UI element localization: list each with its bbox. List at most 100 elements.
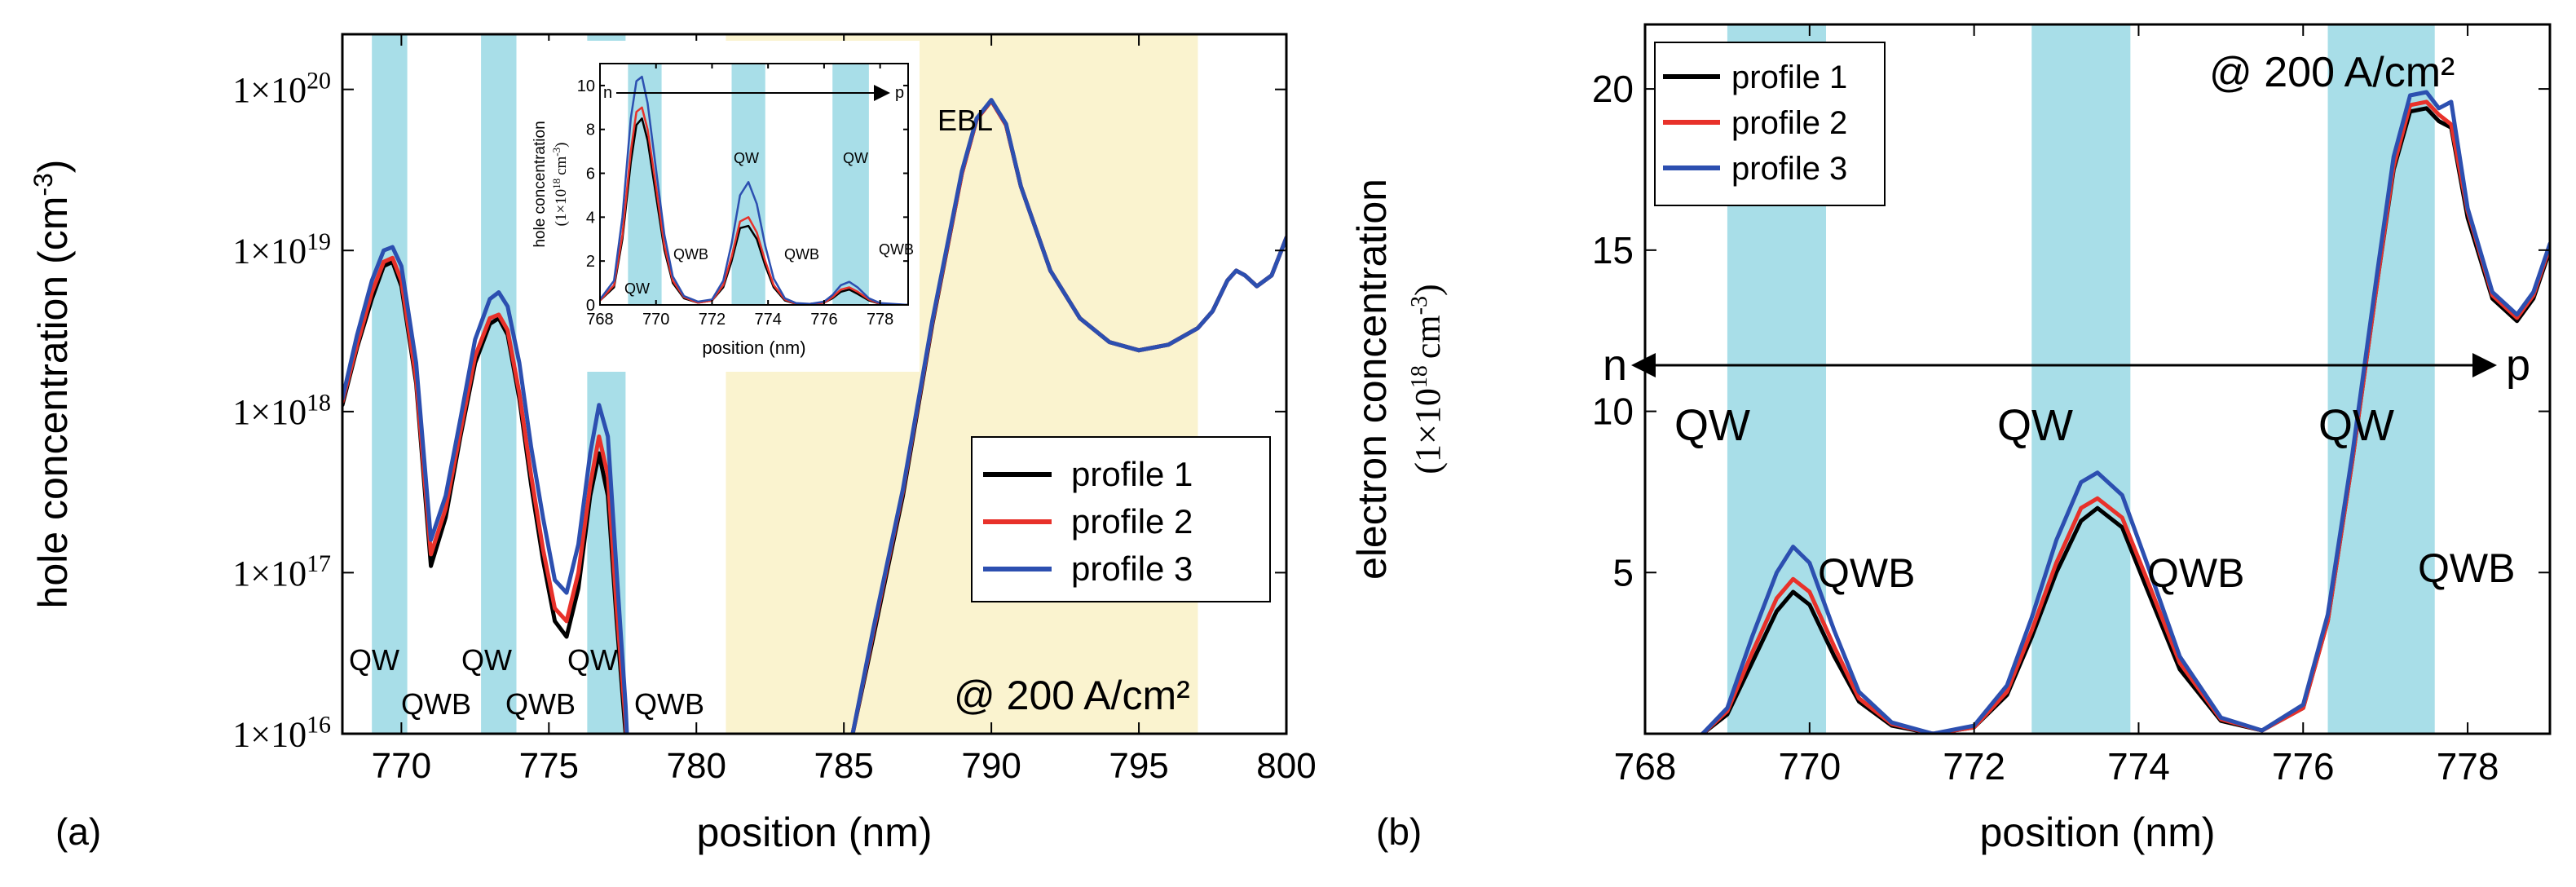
x-tick-label: 768 [586,311,613,329]
panel-a-frame [341,33,1288,735]
y-tick-label: 4 [586,209,595,227]
inset-qwb-label-1: QWB [673,246,708,263]
series-line-profile-1 [1700,106,2550,734]
qw-label-b-2: QW [1997,401,2073,450]
ebl-label: EBL [937,104,993,137]
y-tick-label: 6 [586,165,595,183]
qw-label-b-1: QW [1674,401,1750,450]
y-tick-label: 10 [1592,391,1634,433]
panel-b-legend: profile 1 profile 2 profile 3 [1654,42,1886,206]
y-tick-label: 1×1020 [232,67,331,110]
qw-band [2031,24,2131,734]
inset-series [600,75,908,305]
qw-band [832,64,869,305]
inset-p-label: p [895,84,904,102]
y-tick-label: 15 [1592,229,1634,271]
inset-qw-label-1: QW [624,280,650,297]
panel-b-frame [1643,23,2552,735]
inset-qwb-label-2: QWB [784,246,819,263]
series-line-profile-2 [1700,99,2550,734]
legend-b-label-profile-1: profile 1 [1731,60,1847,95]
x-tick-label: 785 [814,746,873,786]
x-tick-label: 770 [1778,745,1841,788]
panel-a-legend: profile 1 profile 2 profile 3 [971,436,1271,602]
inset-frame [599,63,909,306]
x-tick-label: 770 [372,746,431,786]
panel-a-y-axis-label: hole concentration (cm-3) [29,160,76,609]
x-tick-label: 795 [1109,746,1168,786]
p-label: p [2506,341,2530,390]
x-tick-label: 772 [1943,745,2005,788]
x-tick-label: 800 [1256,746,1316,786]
n-label: n [1603,341,1627,390]
panel-b: 768 770 772 774 776 778 5 10 15 20 n p QW QWB QW… [1349,23,2552,855]
x-tick-label: 780 [667,746,726,786]
y-tick-label: 10 [577,77,595,95]
panel-b-x-ticks: 768 770 772 774 776 778 [1614,24,2499,788]
x-tick-label: 770 [642,311,669,329]
qw-band [2327,24,2435,734]
qwb-label-3: QWB [634,687,704,721]
inset-qwb-label-3: QWB [879,241,914,258]
panel-b-x-axis-label: position (nm) [1980,810,2216,855]
legend-label-profile-1: profile 1 [1071,455,1193,493]
qwb-label-b-2: QWB [2147,550,2244,596]
inset-y-ticks: 0 2 4 6 8 10 [577,77,908,315]
qw-label-2: QW [461,643,512,677]
y-tick-label: 1×1017 [232,550,331,594]
y-tick-label: 1×1016 [232,712,331,755]
inset-qw-label-3: QW [843,150,868,166]
legend-label-profile-3: profile 3 [1071,549,1193,588]
series-line-profile-3 [600,75,908,305]
panel-a-series [342,98,1286,734]
y-tick-label: 20 [1592,68,1634,110]
y-tick-label: 2 [586,253,595,271]
qw-band [481,34,517,734]
qwb-label-b-3: QWB [2418,545,2515,591]
inset-x-ticks: 768 770 772 774 776 778 [586,64,893,329]
x-tick-label: 774 [754,311,781,329]
current-density-label-b: @ 200 A/cm² [2209,49,2455,96]
qwb-label-2: QWB [505,687,576,721]
inset-x-axis-label: position (nm) [702,338,805,358]
series-line-profile-3 [342,98,1286,734]
y-tick-label: 0 [586,297,595,315]
y-tick-label: 1×1019 [232,228,331,271]
x-tick-label: 776 [2272,745,2335,788]
panel-a-x-ticks: 770 775 780 785 790 795 800 [372,34,1317,786]
qwb-label-1: QWB [401,687,471,721]
y-tick-label: 5 [1612,551,1634,594]
x-tick-label: 778 [2437,745,2499,788]
legend-label-profile-2: profile 2 [1071,502,1193,541]
inset-chart: 768 770 772 774 776 778 0 2 4 6 8 10 n p QW QWB QW… [530,41,920,372]
series-line-profile-2 [600,106,908,305]
x-tick-label: 772 [699,311,726,329]
x-tick-label: 775 [519,746,579,786]
inset-y-axis-label: hole concentration [532,121,549,247]
y-tick-label: 8 [586,121,595,139]
panel-b-series [1700,90,2550,734]
panel-b-y-ticks: 5 10 15 20 [1592,68,2550,594]
panel-b-label: (b) [1376,810,1422,853]
qw-band [372,34,408,734]
panel-a-x-axis-label: position (nm) [697,810,933,855]
x-tick-label: 768 [1614,745,1677,788]
panel-a: 770 775 780 785 790 795 800 1×1016 1×1017 1×1018… [29,33,1317,855]
panel-b-y-axis-label: electron concentration [1349,179,1395,580]
current-density-label: @ 200 A/cm² [954,673,1190,718]
inset-y-axis-unit: (1×1018cm-3) [550,143,570,227]
qw-label-3: QW [567,643,618,677]
y-tick-label: 1×1018 [232,390,331,433]
x-tick-label: 778 [867,311,893,329]
inset-qw-label-2: QW [734,150,759,166]
inset-n-label: n [603,84,612,102]
qw-label-b-3: QW [2318,401,2394,450]
panel-a-y-ticks: 1×1016 1×1017 1×1018 1×1019 1×1020 [232,67,1286,754]
legend-b-label-profile-2: profile 2 [1731,105,1847,141]
x-tick-label: 776 [810,311,837,329]
series-line-profile-1 [600,117,908,305]
legend-b-label-profile-3: profile 3 [1731,151,1847,187]
qw-label-1: QW [349,643,399,677]
x-tick-label: 790 [961,746,1021,786]
